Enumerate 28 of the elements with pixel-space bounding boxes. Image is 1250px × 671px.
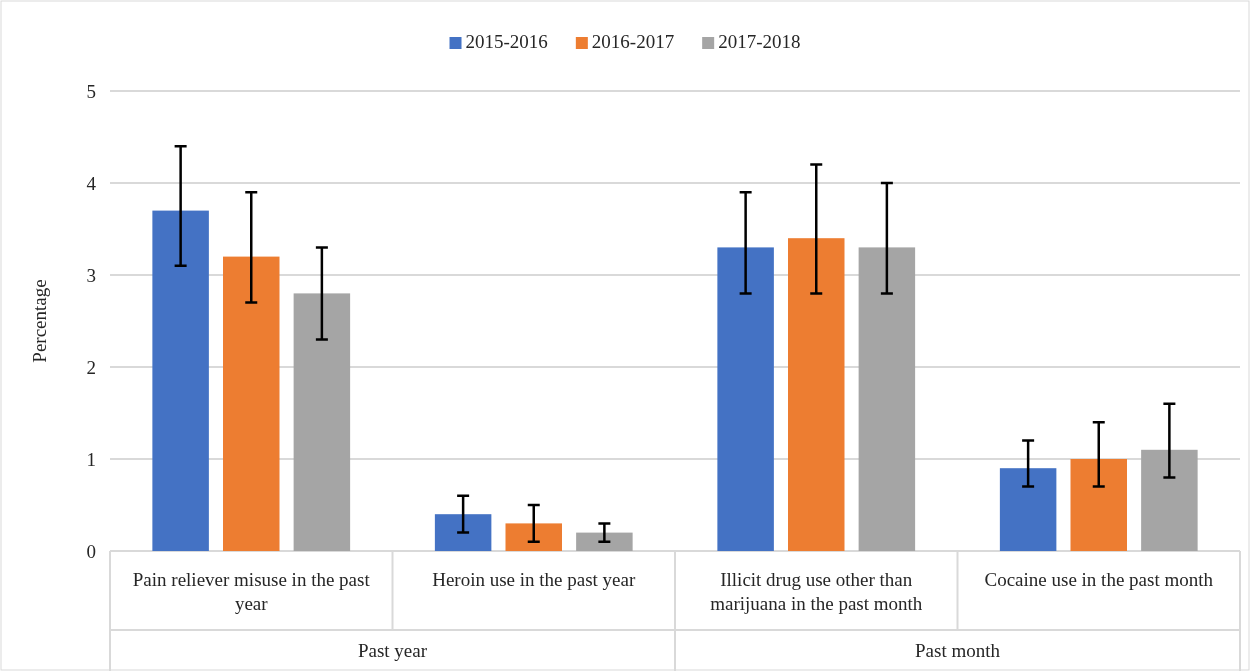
y-tick-label: 3 (86, 264, 96, 286)
bar (1070, 459, 1127, 551)
y-tick-label: 5 (86, 80, 96, 102)
x-tick-label: Illicit drug use other than marijuana in the past month (710, 569, 923, 614)
y-tick-label: 1 (86, 448, 96, 470)
y-tick-label: 4 (86, 172, 97, 194)
bar (223, 256, 280, 551)
text: Past year (357, 640, 428, 661)
bar (858, 247, 916, 551)
y-tick-label: 2 (86, 356, 96, 378)
text: Past month (915, 640, 1001, 661)
x-tick-label: Pain reliever misuse in the past year (132, 569, 371, 614)
bar (999, 468, 1057, 551)
bar (717, 247, 774, 551)
x-tick-label: Heroin use in the past year (432, 569, 636, 590)
x-tick-label: Cocaine use in the past month (984, 569, 1214, 590)
legend-label: 2017-2018 (718, 31, 801, 52)
bar (576, 532, 633, 551)
bar (1141, 449, 1198, 551)
y-axis-title: Percentage (29, 279, 50, 363)
legend-label: 2016-2017 (591, 31, 675, 52)
legend-label: 2015-2016 (465, 31, 548, 52)
bar (788, 238, 845, 551)
bar (293, 293, 351, 551)
bar (505, 523, 562, 551)
bar (434, 514, 492, 551)
y-tick-label: 0 (86, 540, 96, 562)
bar (152, 210, 209, 551)
